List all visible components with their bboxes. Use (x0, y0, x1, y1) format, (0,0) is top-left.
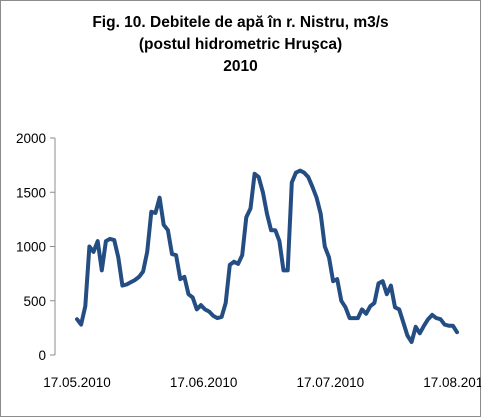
y-tick-label: 500 (23, 294, 46, 309)
series-line (75, 168, 459, 344)
x-tick-label: 17.07.2010 (297, 375, 365, 390)
y-tick-label: 2000 (16, 131, 46, 146)
y-tick-label: 1000 (16, 240, 46, 255)
y-tick-label: 0 (38, 348, 46, 363)
chart-year: 2010 (223, 58, 258, 75)
x-tick-label: 17.05.2010 (43, 375, 111, 390)
chart-title: Fig. 10. Debitele de apă în r. Nistru, m… (92, 14, 389, 31)
y-tick-label: 1500 (16, 185, 46, 200)
x-tick-label: 17.06.2010 (170, 375, 238, 390)
chart-subtitle: (postul hidrometric Hruşca) (138, 36, 343, 53)
x-tick-label: 17.08.2010 (423, 375, 481, 390)
